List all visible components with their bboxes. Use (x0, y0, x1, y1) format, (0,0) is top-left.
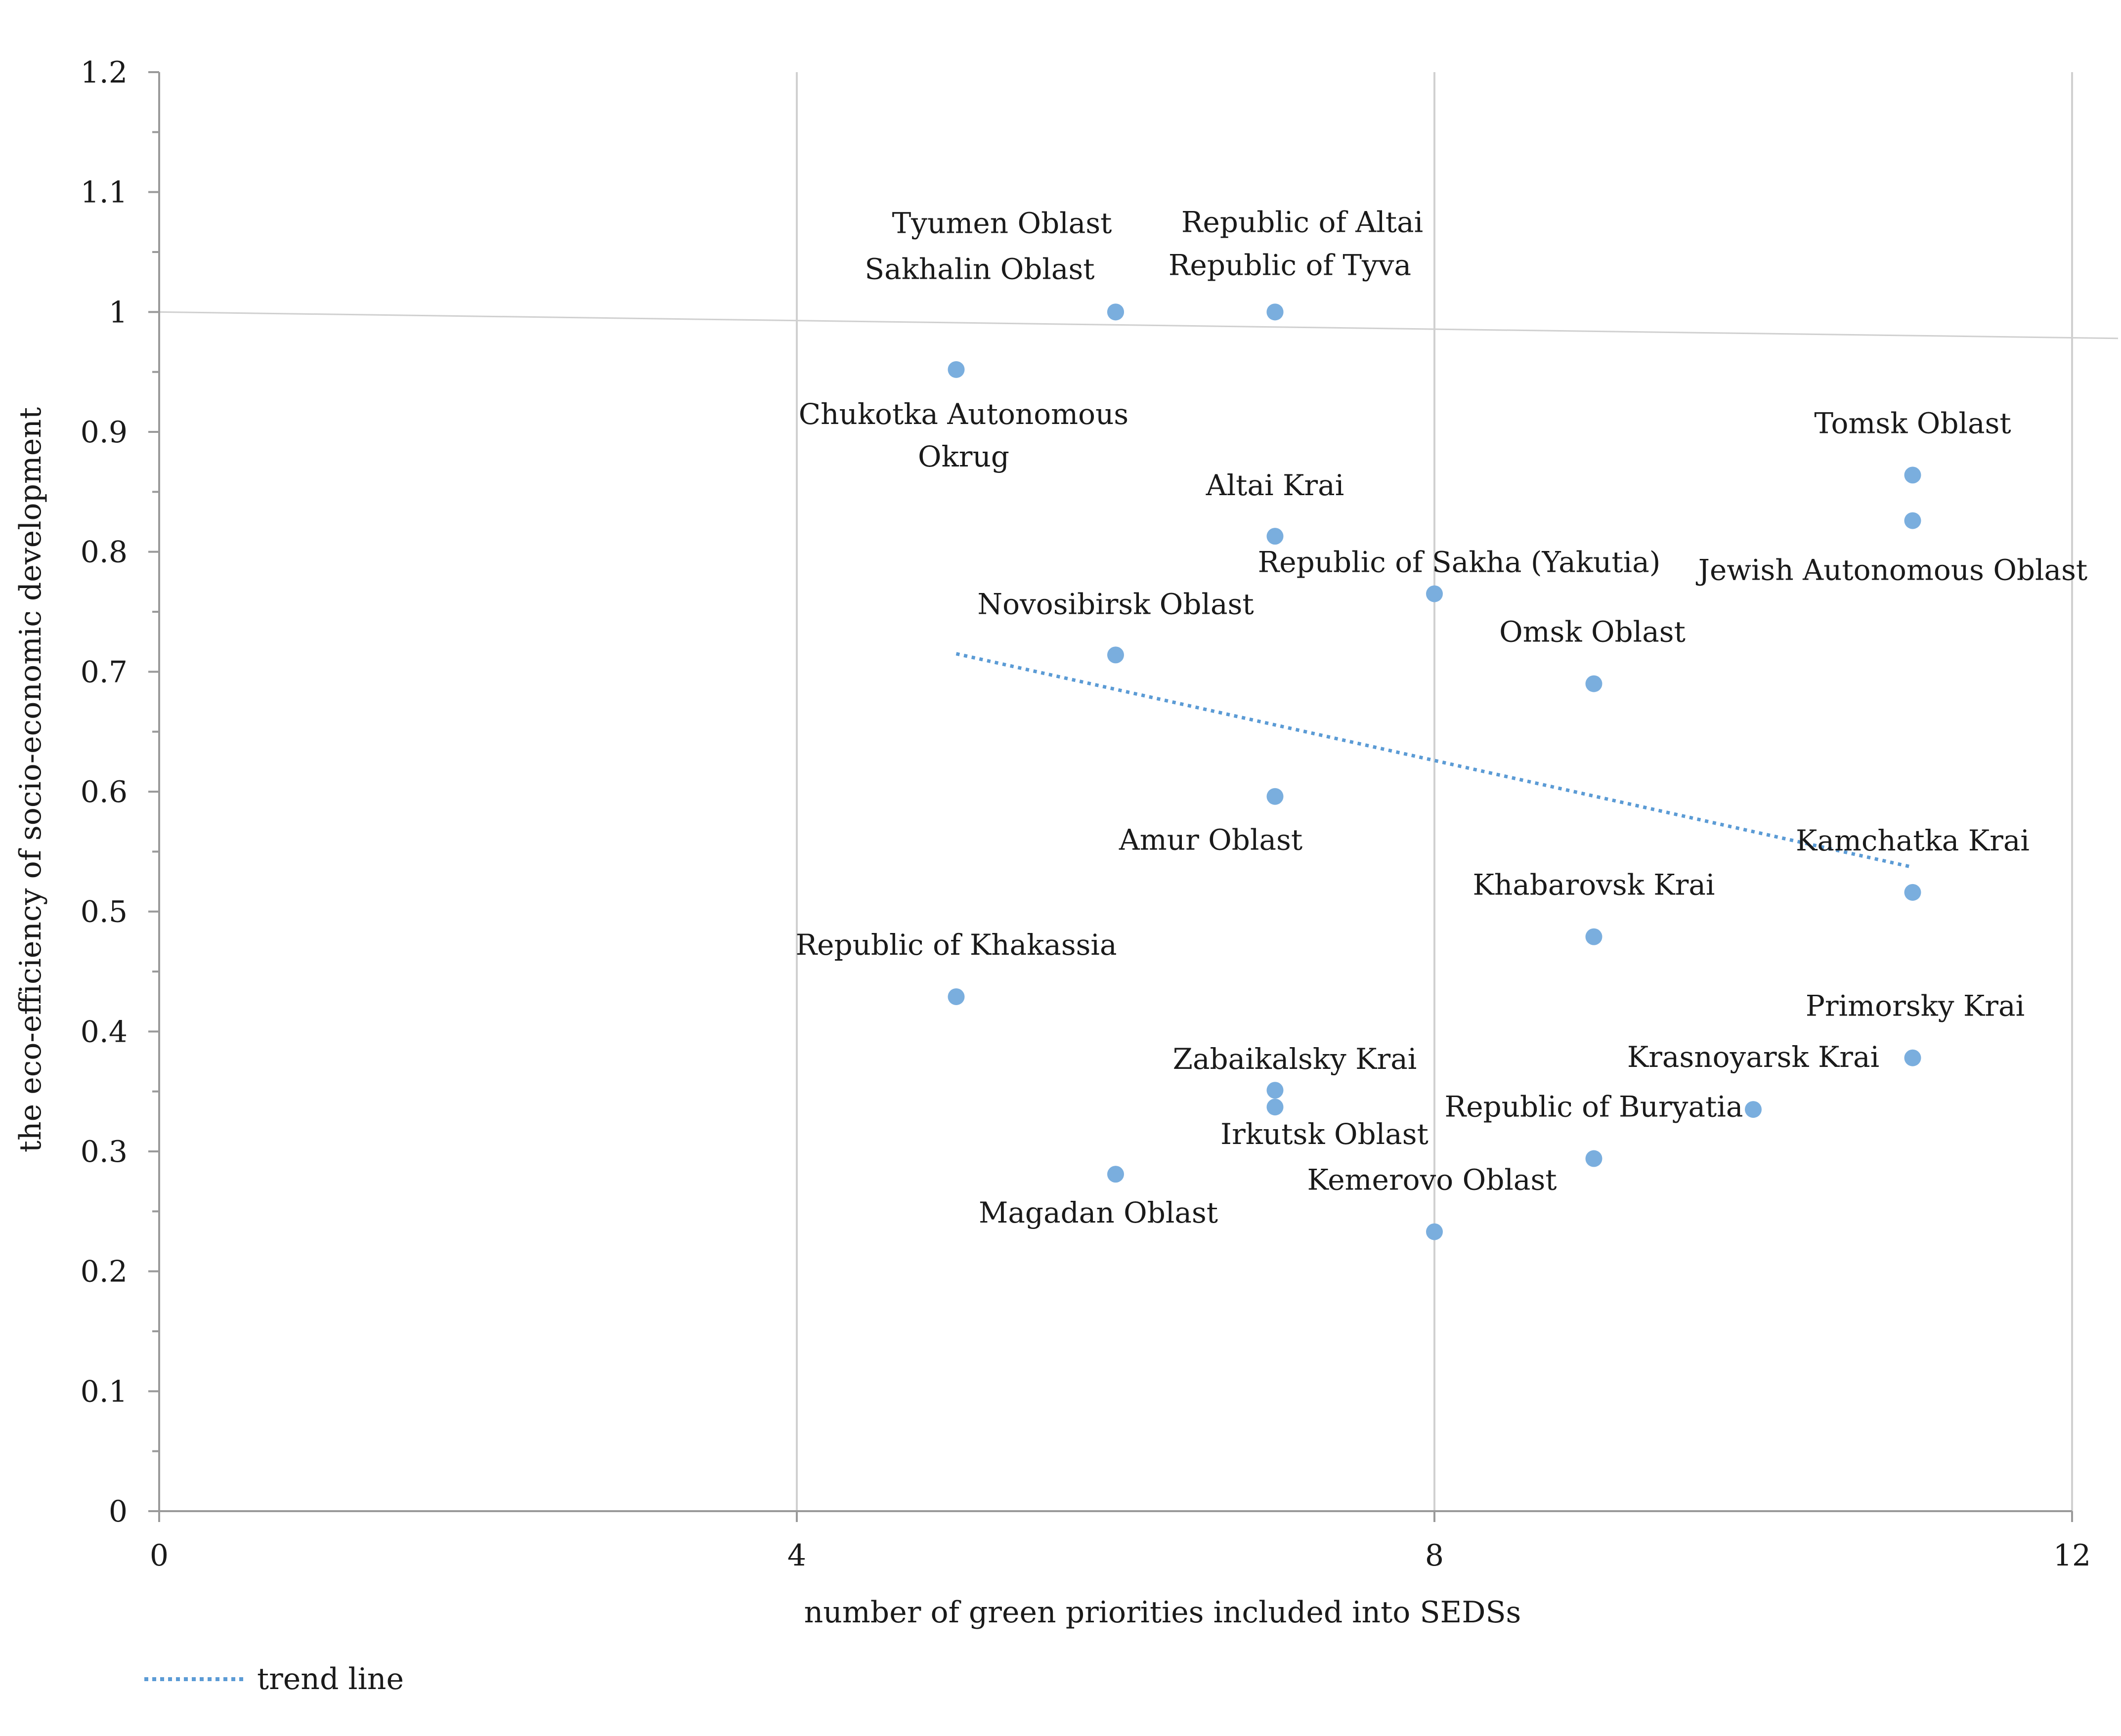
y-tick-label: 1.1 (81, 175, 128, 210)
point-label: Sakhalin Oblast (865, 252, 1094, 286)
point-label: Republic of Tyva (1169, 248, 1411, 282)
data-point (1904, 466, 1921, 484)
y-tick-label: 0.7 (81, 655, 128, 689)
data-point (1266, 1099, 1284, 1116)
point-label: Khabarovsk Krai (1473, 868, 1715, 902)
reference-line (159, 311, 2119, 339)
y-tick-label: 0.5 (81, 895, 128, 930)
data-point (1585, 928, 1602, 945)
data-point (1904, 1049, 1921, 1066)
y-tick-label: 0.6 (81, 775, 128, 809)
point-label: Altai Krai (1206, 468, 1344, 502)
point-label: Omsk Oblast (1499, 615, 1686, 649)
data-point (1266, 528, 1284, 545)
data-point (1904, 512, 1921, 529)
x-tick-label: 12 (2053, 1538, 2091, 1573)
point-label: Magadan Oblast (979, 1196, 1218, 1229)
point-label: Chukotka Autonomous Okrug (799, 397, 1128, 473)
y-tick-label: 0.8 (81, 535, 128, 570)
y-tick-label: 0.1 (81, 1374, 128, 1409)
data-point (1745, 1101, 1762, 1118)
point-label: Republic of Khakassia (795, 928, 1117, 962)
data-point (1585, 675, 1602, 692)
point-label: Republic of Altai (1181, 205, 1423, 239)
point-label: Kemerovo Oblast (1307, 1163, 1557, 1197)
tick-labels: 0 0.1 0.2 0.3 0.4 0.5 0.6 0.7 0.8 0.9 1 1.1 1.2 0 4 8 12 (81, 55, 2091, 1573)
data-point (1266, 1082, 1284, 1099)
y-tick-label: 1 (109, 295, 128, 330)
data-point (1107, 646, 1124, 664)
x-tick-label: 0 (150, 1538, 169, 1573)
y-tick-label: 0 (109, 1494, 128, 1529)
point-label: Kamchatka Krai (1796, 824, 2030, 857)
axes (148, 71, 2073, 1522)
data-points (948, 303, 1921, 1240)
point-label: Jewish Autonomous Oblast (1696, 553, 2087, 587)
point-label: Krasnoyarsk Krai (1627, 1040, 1879, 1074)
point-label: Zabaikalsky Krai (1173, 1042, 1417, 1076)
x-axis-title: number of green priorities included into… (804, 1595, 1521, 1630)
point-label: Novosibirsk Oblast (977, 587, 1254, 621)
trend-line (955, 652, 1913, 869)
legend-trend-line-label: trend line (257, 1662, 404, 1696)
gridlines (159, 72, 2119, 1511)
data-point (1904, 884, 1921, 901)
data-point (1585, 1150, 1602, 1167)
point-label: Republic of Sakha (Yakutia) (1258, 546, 1661, 579)
data-point (1107, 1166, 1124, 1183)
point-label: Irkutsk Oblast (1220, 1117, 1428, 1151)
data-point (1426, 1223, 1443, 1240)
point-labels: Tyumen Oblast Sakhalin Oblast Republic of … (795, 205, 2087, 1229)
point-label: Republic of Buryatia (1445, 1090, 1743, 1124)
trend-line-group (955, 652, 1913, 869)
point-label: Tyumen Oblast (892, 206, 1112, 240)
data-point (948, 361, 965, 378)
data-point (1266, 788, 1284, 805)
y-tick-label: 0.4 (81, 1015, 128, 1049)
y-axis-title: the eco-efficiency of socio-economic dev… (13, 407, 48, 1152)
y-tick-label: 0.3 (81, 1135, 128, 1169)
y-tick-label: 0.9 (81, 415, 128, 450)
point-label: Tomsk Oblast (1814, 406, 2011, 440)
data-point (1426, 585, 1443, 602)
data-point (1266, 303, 1284, 321)
x-tick-label: 8 (1425, 1538, 1444, 1573)
point-label: Primorsky Krai (1806, 989, 2025, 1023)
y-tick-label: 0.2 (81, 1255, 128, 1289)
data-point (1107, 303, 1124, 321)
legend: trend line (144, 1662, 404, 1696)
point-label: Amur Oblast (1119, 823, 1302, 857)
y-tick-label: 1.2 (81, 55, 128, 90)
point-label-line: Okrug (918, 440, 1009, 473)
point-label-line: Chukotka Autonomous (799, 397, 1128, 431)
data-point (948, 988, 965, 1005)
x-tick-label: 4 (787, 1538, 806, 1573)
